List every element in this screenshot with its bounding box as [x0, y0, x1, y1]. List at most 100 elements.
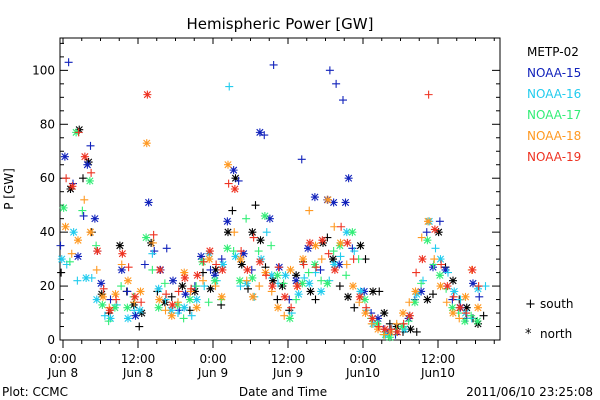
y-tick-label: 60	[40, 171, 55, 185]
data-point-south	[137, 298, 146, 307]
data-point-south	[73, 276, 82, 285]
data-point-north	[210, 271, 219, 280]
data-point-south	[474, 282, 483, 291]
data-point-south	[80, 195, 89, 204]
data-point-south	[292, 295, 301, 304]
data-point-north	[305, 279, 314, 288]
data-point-north	[124, 276, 132, 285]
data-point-north	[167, 306, 176, 315]
data-point-south	[199, 276, 207, 285]
x-tick-date: Jun 9	[197, 366, 228, 380]
data-point-north	[185, 295, 194, 304]
data-point-north	[462, 303, 471, 312]
x-tick-time: 12:00	[121, 352, 156, 366]
data-point-north	[474, 284, 482, 293]
data-point-north	[449, 309, 457, 318]
data-point-north	[211, 265, 220, 274]
data-point-south	[149, 238, 157, 247]
data-point-north	[154, 303, 163, 312]
data-point-south	[206, 265, 215, 274]
data-point-north	[344, 292, 352, 301]
data-point-south	[273, 295, 282, 304]
data-point-north	[173, 300, 182, 309]
data-point-south	[431, 244, 440, 253]
data-points	[56, 58, 490, 342]
data-point-south	[316, 265, 325, 274]
series-noaa-19	[62, 90, 483, 336]
data-point-south	[311, 295, 320, 304]
data-point-north	[323, 279, 332, 288]
data-point-north	[317, 287, 326, 296]
data-point-south	[254, 247, 263, 256]
data-point-south	[130, 298, 139, 307]
legend-entry: NOAA-16	[527, 87, 581, 101]
data-point-south	[124, 263, 133, 272]
data-point-south	[424, 90, 433, 99]
data-point-south	[317, 276, 326, 285]
data-point-north	[249, 292, 257, 301]
data-point-south	[380, 330, 389, 339]
data-point-south	[355, 298, 364, 307]
data-point-south	[225, 82, 234, 91]
data-point-south	[140, 260, 149, 269]
data-point-north	[83, 160, 92, 169]
data-point-north	[224, 228, 232, 237]
data-point-north	[257, 255, 266, 264]
data-point-south	[251, 201, 260, 210]
data-point-north	[235, 276, 244, 285]
legend-entry: METP-02	[527, 45, 579, 59]
data-point-north	[135, 306, 144, 315]
data-point-south	[481, 282, 490, 291]
data-point-south	[212, 260, 221, 269]
data-point-south	[422, 228, 431, 237]
data-point-north	[93, 247, 102, 256]
data-point-north	[219, 260, 227, 269]
data-point-north	[374, 325, 382, 334]
data-point-north	[248, 228, 257, 237]
data-point-north	[299, 255, 307, 264]
data-point-north	[292, 271, 301, 280]
data-point-north	[231, 252, 240, 261]
data-point-north	[324, 195, 332, 204]
data-point-north	[341, 198, 350, 207]
data-point-north	[430, 225, 439, 234]
data-point-south	[329, 247, 338, 256]
y-tick-label: 0	[47, 333, 55, 347]
data-point-north	[57, 255, 66, 264]
data-point-north	[181, 290, 190, 299]
data-point-north	[82, 273, 91, 282]
data-point-north	[123, 303, 132, 312]
data-point-north	[218, 265, 227, 274]
legend-entry: NOAA-19	[527, 150, 581, 164]
data-point-north	[424, 217, 432, 226]
data-point-north	[136, 287, 145, 296]
data-point-north	[399, 309, 407, 318]
data-point-north	[69, 228, 78, 237]
data-point-north	[429, 263, 437, 272]
data-point-north	[248, 273, 257, 282]
data-point-south	[287, 309, 296, 318]
data-point-south	[412, 268, 421, 277]
data-point-north	[400, 325, 409, 334]
data-point-south	[280, 311, 289, 320]
data-point-north	[410, 298, 419, 307]
data-point-south	[224, 179, 233, 188]
data-point-north	[80, 152, 89, 161]
data-point-south	[211, 282, 220, 291]
data-point-north	[329, 255, 337, 264]
data-point-south	[117, 260, 126, 269]
data-point-south	[442, 298, 451, 307]
data-point-south	[342, 260, 351, 269]
data-point-north	[294, 290, 303, 299]
data-point-south	[475, 292, 484, 301]
data-point-north	[335, 241, 344, 250]
data-point-south	[462, 309, 471, 318]
data-point-north	[274, 303, 282, 312]
data-point-north	[398, 322, 407, 331]
data-point-north	[260, 211, 269, 220]
marker-legend-label: south	[540, 297, 574, 311]
data-point-south	[287, 303, 296, 312]
data-point-south	[337, 222, 346, 231]
data-point-south	[412, 327, 421, 336]
